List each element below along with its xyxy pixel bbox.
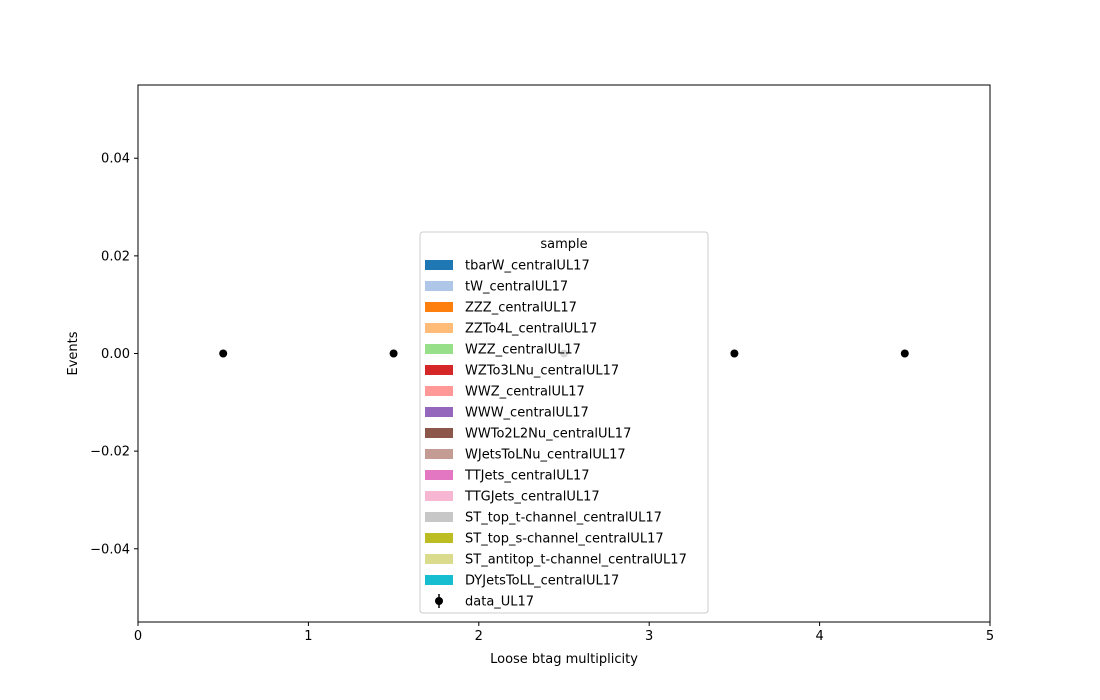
legend-label: WZZ_centralUL17 <box>465 343 581 358</box>
legend-label: WWW_centralUL17 <box>465 406 589 421</box>
y-tick-label: 0.00 <box>101 347 130 362</box>
plot-frame <box>137 84 991 623</box>
legend-items: tbarW_centralUL17 tW_centralUL17 ZZZ_centr… <box>425 259 687 610</box>
legend-box <box>419 231 709 614</box>
legend-swatch <box>425 386 453 396</box>
y-axis-label: Events <box>66 331 81 375</box>
legend-swatch <box>425 302 453 312</box>
legend-label: ST_antitop_t-channel_centralUL17 <box>465 553 687 568</box>
x-tick-label: 0 <box>134 629 142 644</box>
legend-swatch <box>425 407 453 417</box>
y-tick-label: 0.04 <box>101 152 130 167</box>
legend-label: data_UL17 <box>465 595 534 610</box>
y-tick-label: −0.04 <box>90 542 130 557</box>
legend-swatch <box>425 575 453 585</box>
legend-swatch <box>425 512 453 522</box>
legend-label: WWZ_centralUL17 <box>465 385 585 400</box>
legend-label: TTGJets_centralUL17 <box>464 490 600 505</box>
x-tick-label: 4 <box>815 629 823 644</box>
y-tick-label: −0.02 <box>90 445 130 460</box>
legend-swatch <box>425 365 453 375</box>
x-tick-label: 5 <box>986 629 994 644</box>
legend-swatch <box>425 491 453 501</box>
legend-swatch <box>425 260 453 270</box>
legend-label: TTJets_centralUL17 <box>464 469 590 484</box>
data-point <box>219 349 228 358</box>
legend-label: ST_top_s-channel_centralUL17 <box>465 532 664 547</box>
data-point <box>900 349 909 358</box>
legend-label: WWTo2L2Nu_centralUL17 <box>465 427 631 442</box>
legend: sample tbarW_centralUL17 tW_centralUL17 ZZ… <box>419 231 709 614</box>
legend-label: ZZTo4L_centralUL17 <box>465 322 597 337</box>
legend-label: tbarW_centralUL17 <box>465 259 590 274</box>
legend-swatch <box>425 344 453 354</box>
x-tick-label: 3 <box>645 629 653 644</box>
x-tick-label: 1 <box>304 629 312 644</box>
legend-label: ZZZ_centralUL17 <box>465 301 577 316</box>
legend-marker <box>435 597 443 605</box>
legend-swatch <box>425 428 453 438</box>
x-axis-label: Loose btag multiplicity <box>490 652 638 667</box>
x-tick-label: 2 <box>475 629 483 644</box>
x-axis-ticks: 0 1 2 3 4 5 <box>134 622 994 644</box>
legend-swatch <box>425 281 453 291</box>
legend-label: ST_top_t-channel_centralUL17 <box>465 511 662 526</box>
data-point <box>389 349 398 358</box>
legend-swatch <box>425 533 453 543</box>
legend-label: DYJetsToLL_centralUL17 <box>465 574 619 589</box>
data-point <box>730 349 739 358</box>
legend-label: WZTo3LNu_centralUL17 <box>465 364 619 379</box>
legend-swatch <box>425 449 453 459</box>
legend-label: WJetsToLNu_centralUL17 <box>465 448 626 463</box>
y-axis-ticks: 0.04 0.02 0.00 −0.02 −0.04 <box>90 152 138 557</box>
legend-swatch <box>425 554 453 564</box>
legend-swatch <box>425 323 453 333</box>
y-tick-label: 0.02 <box>101 249 130 264</box>
legend-title: sample <box>540 237 587 252</box>
legend-label: tW_centralUL17 <box>465 280 568 295</box>
data-points <box>219 349 909 358</box>
legend-swatch <box>425 470 453 480</box>
